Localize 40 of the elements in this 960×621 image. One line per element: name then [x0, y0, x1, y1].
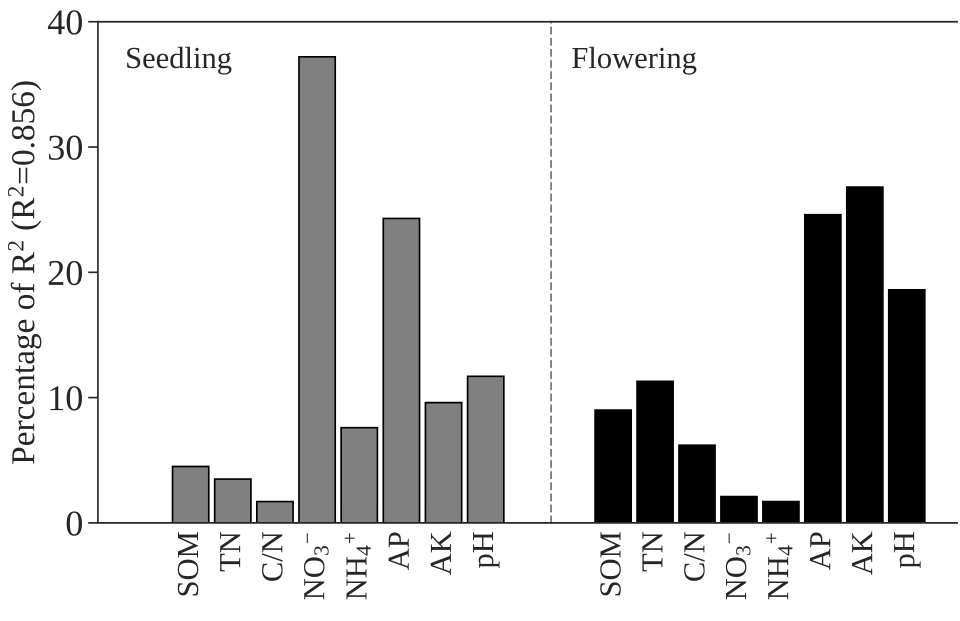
- bar: [298, 56, 336, 523]
- y-tick-label: 10: [50, 386, 82, 410]
- bar: [762, 500, 800, 523]
- bar: [594, 409, 632, 523]
- x-tick-label: AP: [810, 532, 830, 570]
- x-tick-label: NH$_{4}$$^{+}$: [344, 533, 371, 600]
- bar: [720, 496, 758, 523]
- x-tick-label: AK: [852, 532, 872, 576]
- x-tick-label: NO$_{3}$$^{−}$: [726, 533, 751, 600]
- y-tick-label: 0: [66, 511, 82, 536]
- y-tick-label: 30: [48, 136, 82, 160]
- x-tick-label: AK: [430, 532, 451, 576]
- x-tick-label: C/N: [684, 532, 705, 581]
- x-tick-label: pH: [473, 532, 500, 568]
- x-tick-label: TN: [220, 532, 240, 572]
- bar: [636, 380, 674, 523]
- bar: [678, 444, 716, 523]
- bar: [466, 375, 505, 523]
- x-tick-label: NO$_{3}$$^{−}$: [304, 533, 329, 600]
- y-tick-label: 20: [48, 260, 82, 286]
- bar: [804, 214, 842, 523]
- bar: [340, 426, 378, 523]
- bar: [256, 500, 294, 523]
- x-tick-label: C/N: [262, 532, 283, 581]
- text: Seedling: [127, 46, 232, 75]
- bar: [424, 402, 463, 523]
- bar: [382, 218, 420, 523]
- bar: [888, 289, 926, 523]
- x-tick-label: pH: [894, 532, 921, 568]
- bar: [846, 186, 884, 523]
- x-tick-label: SOM: [178, 532, 198, 596]
- x-tick-label: AP: [388, 532, 409, 570]
- text: Flowering: [572, 46, 696, 75]
- x-tick-label: SOM: [600, 532, 621, 596]
- bar: [214, 478, 252, 523]
- x-tick-label: TN: [642, 532, 662, 572]
- x-tick-label: NH$_{4}$$^{+}$: [766, 533, 792, 600]
- y-axis-title: Percentage of R$^{2}$ (R$^{2}$=0.856): [8, 81, 42, 464]
- bar: [172, 466, 210, 523]
- y-tick-label: 40: [48, 10, 82, 35]
